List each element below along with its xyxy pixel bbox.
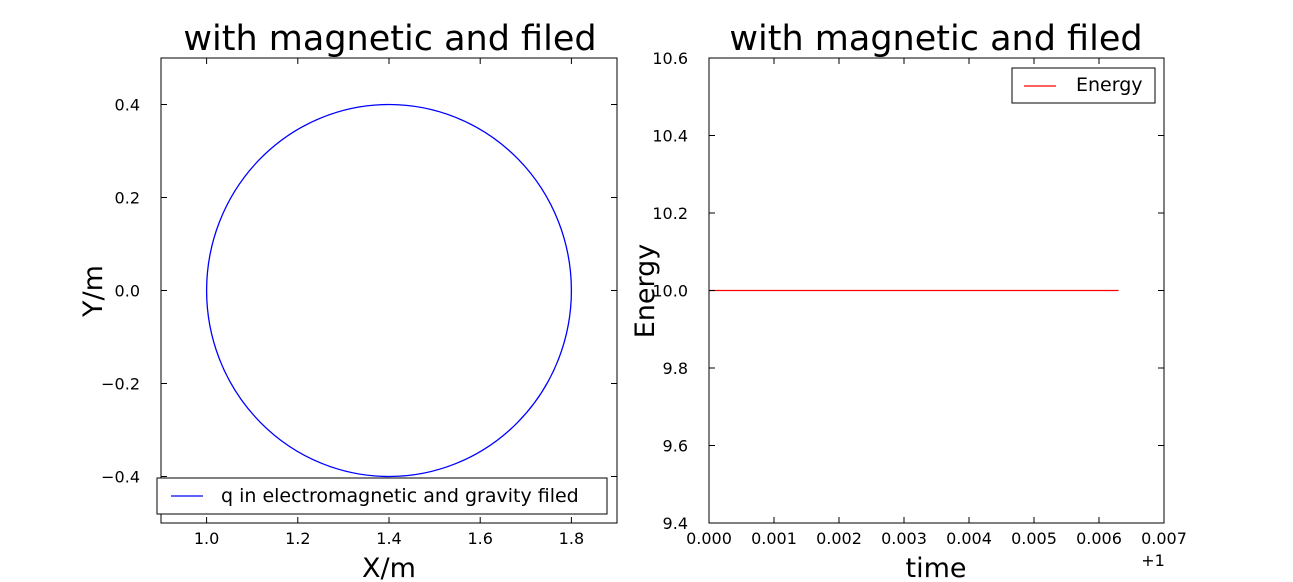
trajectory-x-ticks: 1.0 1.2 1.4 1.6 1.8 bbox=[194, 58, 584, 548]
trajectory-x-tick-label: 1.2 bbox=[285, 529, 310, 548]
trajectory-chart: with magnetic and filed 1.0 1.2 1.4 1.6 1.8 … bbox=[78, 19, 618, 582]
trajectory-y-tick-label: 0.0 bbox=[115, 282, 140, 301]
energy-x-tick-label: 0.001 bbox=[751, 529, 797, 548]
trajectory-chart-title: with magnetic and filed bbox=[183, 19, 596, 59]
energy-x-tick-label: 0.000 bbox=[686, 529, 732, 548]
energy-chart: with magnetic and filed 0.000 0.001 0.002 0… bbox=[630, 19, 1187, 582]
trajectory-x-tick-label: 1.6 bbox=[467, 529, 492, 548]
energy-y-tick-label: 10.4 bbox=[652, 127, 688, 146]
trajectory-legend-box bbox=[156, 477, 608, 515]
trajectory-y-ticks: 0.4 0.2 0.0 −0.2 −0.4 bbox=[101, 96, 617, 487]
energy-x-axis-label: time bbox=[905, 553, 966, 582]
energy-x-tick-label: 0.002 bbox=[816, 529, 862, 548]
trajectory-y-axis-label: Y/m bbox=[78, 265, 109, 318]
energy-y-tick-label: 10.6 bbox=[652, 49, 688, 68]
energy-y-tick-label: 10.0 bbox=[652, 282, 688, 301]
trajectory-x-tick-label: 1.8 bbox=[559, 529, 584, 548]
trajectory-plot-frame bbox=[160, 57, 618, 524]
energy-x-tick-label: 0.004 bbox=[946, 529, 992, 548]
energy-x-tick-label: 0.007 bbox=[1141, 529, 1187, 548]
energy-x-ticks: 0.000 0.001 0.002 0.003 0.004 0.005 0.006 0.007 bbox=[686, 58, 1187, 548]
trajectory-y-tick-label: 0.4 bbox=[115, 96, 140, 115]
energy-y-tick-label: 9.4 bbox=[663, 514, 688, 533]
energy-y-axis-label: Energy bbox=[630, 244, 661, 339]
energy-x-tick-label: 0.005 bbox=[1011, 529, 1057, 548]
trajectory-y-tick-label: −0.2 bbox=[101, 375, 140, 394]
energy-x-offset-label: +1 bbox=[1141, 551, 1165, 570]
energy-y-tick-label: 9.8 bbox=[663, 359, 688, 378]
trajectory-x-axis-label: X/m bbox=[362, 553, 416, 582]
energy-x-tick-label: 0.003 bbox=[881, 529, 927, 548]
energy-y-ticks: 10.6 10.4 10.2 10.0 9.8 9.6 9.4 bbox=[652, 49, 1164, 533]
trajectory-series bbox=[205, 103, 573, 478]
trajectory-y-tick-label: −0.4 bbox=[101, 468, 140, 487]
trajectory-x-tick-label: 1.4 bbox=[376, 529, 401, 548]
energy-x-tick-label: 0.006 bbox=[1076, 529, 1122, 548]
energy-legend-label: Energy bbox=[1076, 74, 1143, 96]
trajectory-legend: q in electromagnetic and gravity filed bbox=[156, 477, 608, 515]
trajectory-series-line bbox=[205, 103, 573, 478]
trajectory-x-tick-label: 1.0 bbox=[194, 529, 219, 548]
energy-y-tick-label: 9.6 bbox=[663, 437, 688, 456]
energy-legend: Energy bbox=[1011, 67, 1156, 104]
energy-chart-title: with magnetic and filed bbox=[729, 19, 1142, 59]
trajectory-y-tick-label: 0.2 bbox=[115, 189, 140, 208]
energy-y-tick-label: 10.2 bbox=[652, 204, 688, 223]
trajectory-legend-label: q in electromagnetic and gravity filed bbox=[221, 485, 579, 507]
